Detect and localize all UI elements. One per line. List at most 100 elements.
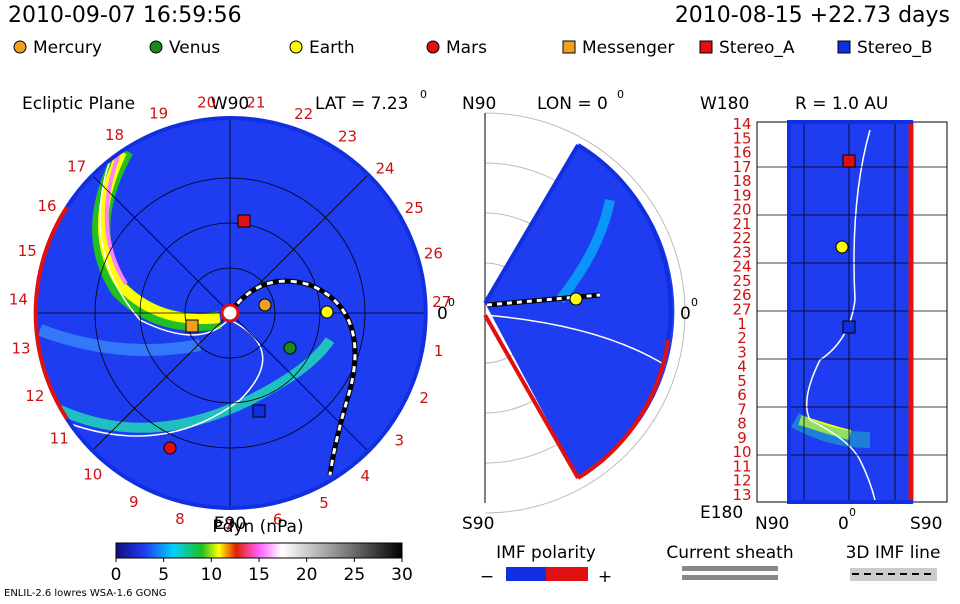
- bottom-sup: 0: [849, 506, 856, 519]
- legend-marker: [149, 40, 163, 54]
- carrington-label: 19: [732, 186, 751, 204]
- right-sup: 0: [691, 296, 698, 309]
- legend-label: Mars: [446, 38, 487, 58]
- carrington-label: 24: [376, 159, 395, 177]
- carrington-label: 13: [11, 340, 30, 358]
- colorbar: Pdyn (nPa) 0 5 10 15 20 25 30: [111, 517, 413, 585]
- carrington-label: 19: [149, 104, 168, 122]
- legend-marker: [426, 40, 440, 54]
- imf-line: [805, 129, 876, 501]
- bottom-label: E90: [214, 514, 246, 534]
- carrington-label: 9: [737, 429, 747, 447]
- carrington-label: 20: [197, 93, 216, 111]
- colorbar-tick-label: 10: [201, 565, 223, 585]
- imf-positive: [546, 567, 588, 581]
- carrington-label: 5: [319, 494, 329, 512]
- stream: [556, 198, 615, 304]
- body-marker: [842, 154, 856, 168]
- colorbar-tick-label: 5: [158, 565, 169, 585]
- legend-label: Stereo_A: [719, 38, 795, 58]
- colorbar-bar: [115, 542, 403, 559]
- carrington-label: 22: [294, 105, 313, 123]
- carrington-label: 3: [737, 343, 747, 361]
- carrington-label: 6: [273, 511, 283, 529]
- legend-label: Venus: [169, 38, 220, 58]
- carrington-label: 17: [67, 158, 86, 176]
- carrington-label: 15: [732, 129, 751, 147]
- carrington-label: 26: [424, 244, 443, 262]
- body-marker: [258, 298, 272, 312]
- sheath-swatch: [682, 566, 778, 571]
- top-label: W180: [700, 94, 749, 114]
- legend-label: Mercury: [33, 38, 102, 58]
- top-label: W90: [211, 94, 249, 114]
- sheath-swatch: [682, 575, 778, 580]
- body-marker: [569, 292, 583, 306]
- legend: Mercury Venus Earth Mars Messenger Stereo_A St…: [13, 38, 933, 58]
- carrington-label: 16: [732, 144, 751, 162]
- sun: [220, 303, 240, 323]
- right-label: 0: [680, 304, 691, 324]
- colorbar-tick-label: 15: [248, 565, 270, 585]
- timestamp: 2010-09-07 16:59:56: [8, 3, 242, 28]
- polarity-arc: [576, 143, 673, 341]
- reference: 2010-08-15 +22.73 days: [675, 3, 950, 28]
- stream: [57, 337, 335, 433]
- carrington-label: 20: [732, 201, 751, 219]
- body-marker: [842, 320, 856, 334]
- carrington-label: 1: [737, 315, 747, 333]
- polarity-arc: [576, 339, 670, 480]
- imf-minus: −: [480, 567, 494, 587]
- carrington-label: 10: [83, 466, 102, 484]
- line-title: 3D IMF line: [846, 543, 941, 563]
- carrington-label: 4: [737, 358, 747, 376]
- colorbar-tick-label: 20: [296, 565, 318, 585]
- carrington-label: 16: [37, 197, 56, 215]
- carrington-label: 6: [737, 386, 747, 404]
- carrington-label: 8: [737, 415, 747, 433]
- lat-label: LAT = 7.23: [315, 94, 408, 114]
- legend-label: Stereo_B: [857, 38, 933, 58]
- colorbar-tick-label: 30: [391, 565, 413, 585]
- carrington-label: 18: [105, 126, 124, 144]
- carrington-label: 23: [338, 128, 357, 146]
- polarity-arc: [65, 116, 428, 510]
- top-label: N90: [462, 94, 496, 114]
- carrington-label: 11: [732, 457, 751, 475]
- legend-marker: [837, 40, 851, 54]
- carrington-label: 18: [732, 172, 751, 190]
- imf-plus: +: [598, 567, 612, 587]
- carrington-label: 7: [737, 400, 747, 418]
- bottom-mid: 0: [838, 514, 849, 534]
- radial-panel: W180 R = 1.0 AU E180 N90 0 0 S90 1415161…: [700, 94, 948, 534]
- body-marker: [237, 214, 251, 228]
- carrington-label: 2: [737, 329, 747, 347]
- bottom-label: E180: [700, 503, 743, 523]
- carrington-label: 12: [25, 387, 44, 405]
- carrington-label: 26: [732, 286, 751, 304]
- carrington-label: 10: [732, 443, 751, 461]
- polarity-edge: [483, 143, 580, 305]
- legend-marker: [289, 40, 303, 54]
- carrington-label: 15: [18, 242, 37, 260]
- legend-marker: [13, 40, 27, 54]
- carrington-label: 12: [732, 472, 751, 490]
- footer: ENLIL-2.6 lowres WSA-1.6 GONG: [4, 588, 167, 599]
- colorbar-tick-label: 25: [344, 565, 366, 585]
- carrington-label: 8: [175, 510, 185, 528]
- carrington-label: 1: [434, 342, 444, 360]
- carrington-label: 5: [737, 372, 747, 390]
- carrington-label: 14: [9, 290, 28, 308]
- sheath-title: Current sheath: [666, 543, 793, 563]
- meridional-wedge: [485, 145, 675, 478]
- carrington-label: 23: [732, 243, 751, 261]
- colorbar-tick-label: 0: [111, 565, 122, 585]
- carrington-label: 21: [732, 215, 751, 233]
- right-sup: 0: [448, 296, 455, 309]
- bottom-right: S90: [910, 514, 942, 534]
- stream: [37, 324, 202, 356]
- polarity-arc: [33, 205, 69, 421]
- legend-label: Earth: [309, 38, 355, 58]
- panel-title: LON = 0: [537, 94, 608, 114]
